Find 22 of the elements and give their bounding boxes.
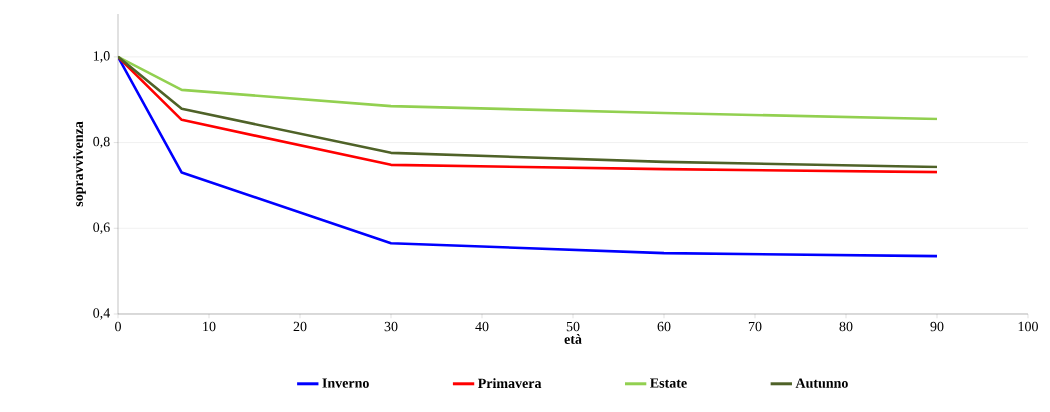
y-tick-label: 1,0: [93, 51, 110, 63]
x-tick-label: 10: [203, 321, 216, 332]
x-tick-label: 80: [839, 321, 853, 332]
y-tick-label: 0,4: [93, 308, 111, 320]
y-tick-label: 0,6: [93, 222, 110, 234]
y-axis-title: sopravvivenza: [73, 121, 86, 207]
legend-label: Estate: [650, 378, 687, 388]
x-tick-label: 70: [748, 321, 762, 332]
x-tick-label: 100: [1018, 321, 1038, 332]
line-series: [118, 55, 939, 121]
x-tick-label: 30: [384, 321, 398, 332]
x-tick-label: 90: [930, 321, 944, 332]
x-tick-label: 40: [475, 321, 489, 332]
x-axis-title: età: [564, 334, 582, 344]
x-tick-label: 20: [293, 321, 307, 332]
x-tick-label: 0: [115, 321, 121, 332]
legend-label: Inverno: [322, 378, 369, 388]
legend-label: Autunno: [795, 378, 848, 388]
y-tick-label: 0,8: [93, 136, 110, 149]
x-tick-label: 60: [657, 321, 671, 332]
legend-label: Primavera: [477, 378, 542, 389]
x-tick-label: 50: [566, 321, 580, 332]
